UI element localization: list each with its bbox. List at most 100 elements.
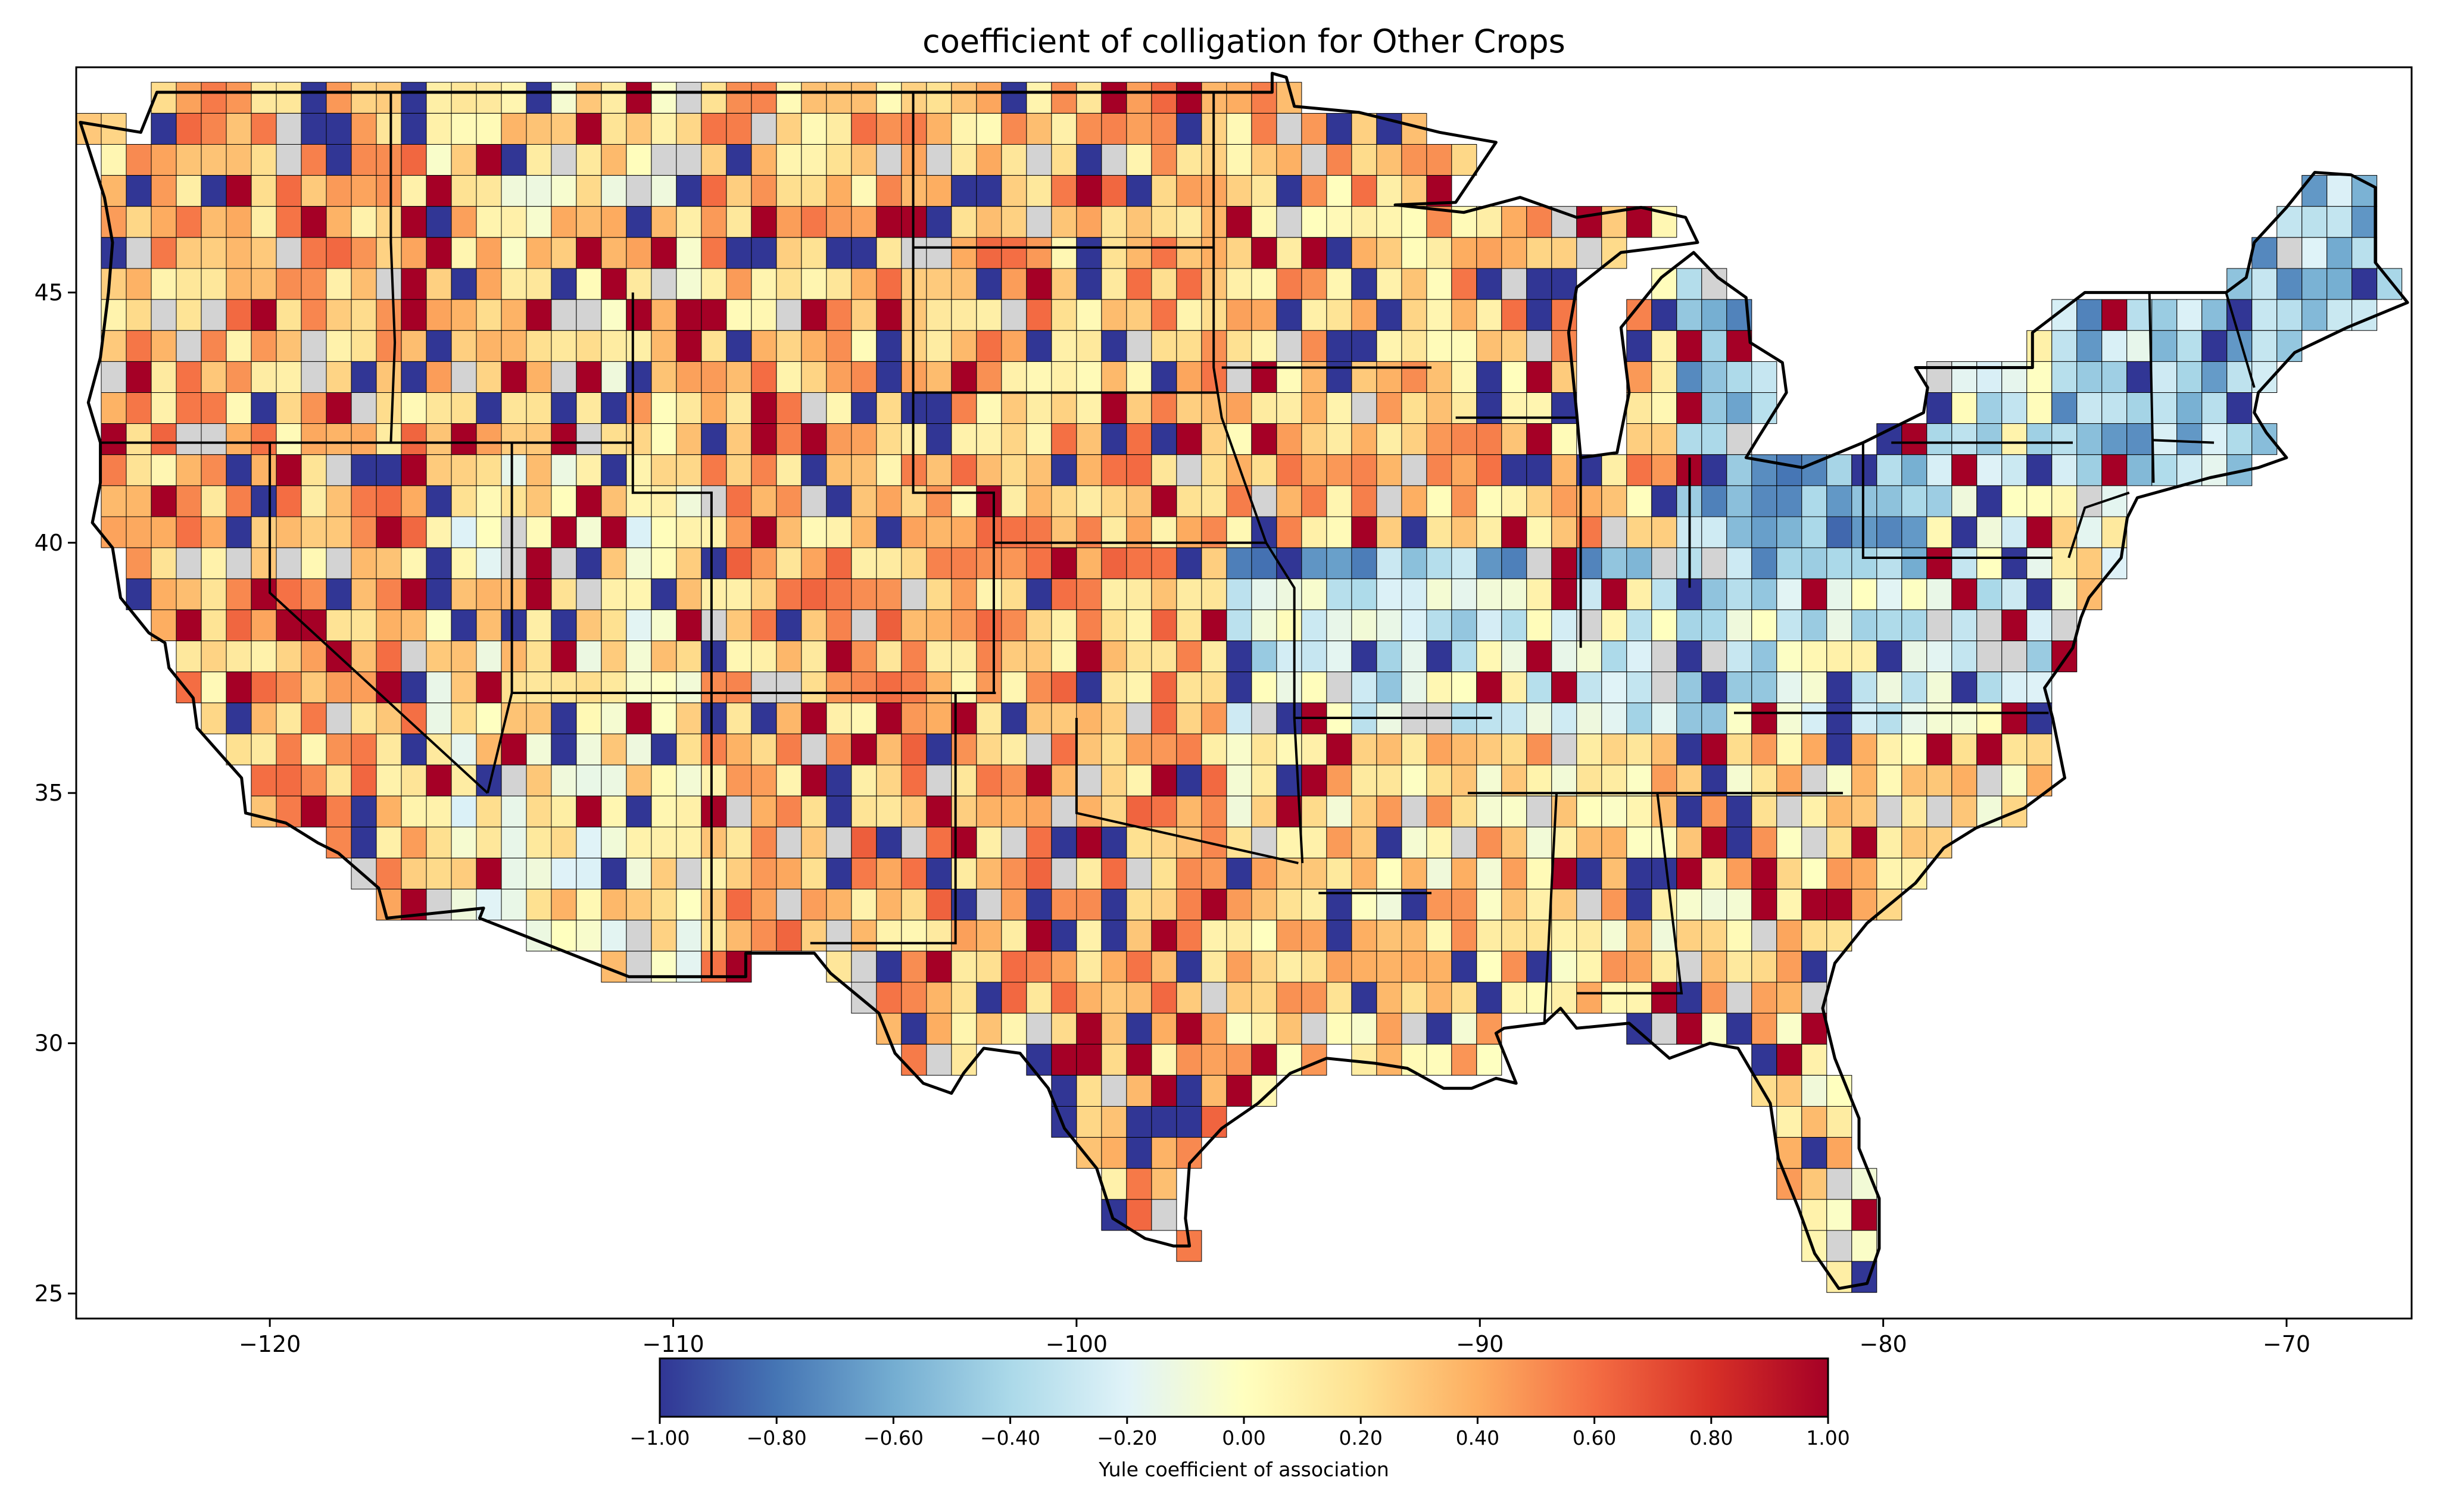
county-cell <box>1251 268 1277 300</box>
county-cell <box>1176 1013 1202 1045</box>
county-cell <box>1501 764 1527 796</box>
county-cell <box>1676 920 1702 952</box>
county-cell <box>1101 702 1127 735</box>
county-cell <box>926 795 952 827</box>
county-cell <box>1951 702 1978 735</box>
county-cell <box>1626 826 1652 858</box>
county-cell <box>476 702 502 735</box>
county-cell <box>1001 1013 1027 1045</box>
county-cell <box>376 268 402 300</box>
county-cell <box>226 485 252 517</box>
county-cell <box>301 671 327 704</box>
county-cell <box>401 454 427 486</box>
county-cell <box>1151 609 1177 642</box>
county-cell <box>1251 206 1277 238</box>
county-cell <box>576 82 602 114</box>
county-cell <box>1226 206 1252 238</box>
county-cell <box>551 361 577 393</box>
county-cell <box>801 516 827 548</box>
county-cell <box>1501 206 1527 238</box>
county-cell <box>1301 920 1327 952</box>
county-cell <box>1276 299 1302 331</box>
county-cell <box>1376 609 1402 642</box>
county-cell <box>551 671 577 704</box>
county-cell <box>1826 641 1852 673</box>
county-cell <box>1651 547 1677 579</box>
county-cell <box>626 485 652 517</box>
county-cell <box>401 144 427 176</box>
county-cell <box>701 702 727 735</box>
county-cell <box>1101 454 1127 486</box>
county-cell <box>151 144 177 176</box>
county-cell <box>326 547 352 579</box>
county-cell <box>1101 1137 1127 1169</box>
county-cell <box>751 920 777 952</box>
county-cell <box>801 423 827 455</box>
county-cell <box>601 330 627 362</box>
county-cell <box>1001 485 1027 517</box>
county-cell <box>1101 920 1127 952</box>
county-cell <box>1176 1106 1202 1138</box>
county-cell <box>1176 795 1202 827</box>
county-cell <box>476 516 502 548</box>
county-cell <box>401 485 427 517</box>
county-cell <box>1676 671 1702 704</box>
county-cell <box>1376 795 1402 827</box>
county-cell <box>1626 578 1652 610</box>
county-cell <box>1226 858 1252 890</box>
county-cell <box>226 175 252 207</box>
county-cell <box>1701 361 1727 393</box>
county-cell <box>951 454 977 486</box>
county-cell <box>2051 423 2078 455</box>
county-cell <box>1101 578 1127 610</box>
county-cell <box>651 889 677 921</box>
county-cell <box>376 175 402 207</box>
county-cell <box>1776 733 1802 766</box>
county-cell <box>976 671 1002 704</box>
county-cell <box>551 423 577 455</box>
county-cell <box>2026 516 2053 548</box>
county-cell <box>776 516 802 548</box>
county-cell <box>1576 982 1602 1014</box>
county-cell <box>1126 237 1152 269</box>
county-cell <box>776 671 802 704</box>
county-cell <box>751 423 777 455</box>
county-cell <box>1426 144 1452 176</box>
county-cell <box>526 733 552 766</box>
county-cell <box>1276 578 1302 610</box>
county-cell <box>776 733 802 766</box>
county-cell <box>1426 547 1452 579</box>
county-cell <box>801 795 827 827</box>
county-cell <box>1376 858 1402 890</box>
county-cell <box>1226 609 1252 642</box>
county-cell <box>1701 764 1727 796</box>
county-cell <box>176 454 202 486</box>
county-cell <box>1026 920 1052 952</box>
county-cell <box>651 454 677 486</box>
county-cell <box>1651 578 1677 610</box>
county-cell <box>126 423 152 455</box>
county-cell <box>776 795 802 827</box>
county-cell <box>1626 609 1652 642</box>
county-cell <box>626 826 652 858</box>
county-cell <box>1101 858 1127 890</box>
county-cell <box>576 237 602 269</box>
county-cell <box>201 516 227 548</box>
county-cell <box>1676 826 1702 858</box>
county-cell <box>926 1013 952 1045</box>
county-cell <box>951 82 977 114</box>
county-cell <box>601 920 627 952</box>
county-cell <box>576 733 602 766</box>
county-cell <box>1776 982 1802 1014</box>
county-cell <box>1726 702 1752 735</box>
county-cell <box>1551 330 1577 362</box>
county-cell <box>1151 671 1177 704</box>
county-cell <box>1751 982 1777 1014</box>
county-cell <box>351 485 377 517</box>
county-cell <box>776 641 802 673</box>
county-cell <box>1726 516 1752 548</box>
county-cell <box>1326 175 1352 207</box>
county-cell <box>401 392 427 424</box>
county-cell <box>1576 795 1602 827</box>
county-cell <box>551 516 577 548</box>
